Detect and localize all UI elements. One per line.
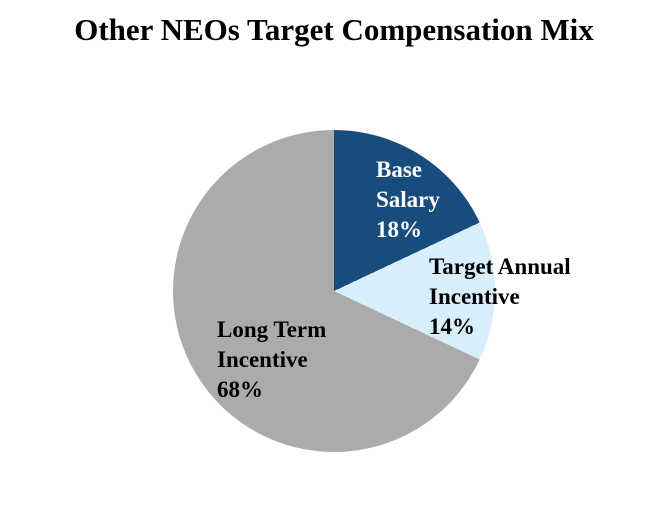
slice-label-target-annual-incentive: Target Annual Incentive 14% <box>429 254 571 339</box>
pie-chart <box>173 130 495 452</box>
chart-title: Other NEOs Target Compensation Mix <box>74 12 594 47</box>
slice-label-base-salary: Base Salary 18% <box>376 157 440 242</box>
slice-label-long-term-incentive: Long Term Incentive 68% <box>217 317 327 402</box>
